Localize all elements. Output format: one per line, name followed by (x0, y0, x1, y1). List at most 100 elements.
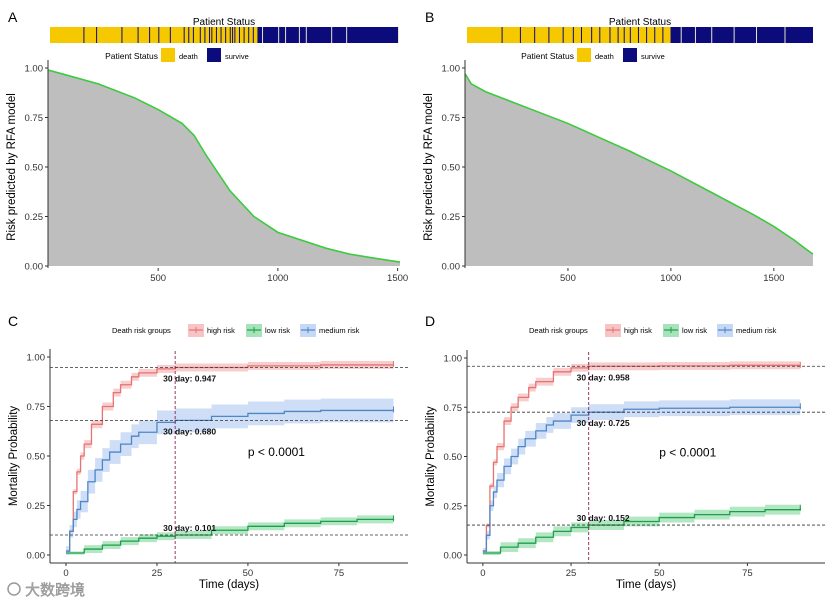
status-survive-marker (232, 27, 234, 43)
status-survive-marker (149, 27, 151, 43)
km-curve-medium (66, 409, 395, 552)
status-survive-marker (137, 27, 139, 43)
status-survive-marker (519, 27, 521, 43)
y-tick-label: 0.75 (444, 403, 463, 414)
status-survive-marker (204, 27, 206, 43)
status-survive-marker (562, 27, 564, 43)
status-survive-marker (662, 27, 664, 43)
x-tick-label: 500 (560, 273, 576, 284)
y-tick-label: 0.00 (442, 262, 461, 273)
ci-band-medium (66, 397, 394, 555)
legend-label-high: high risk (624, 326, 652, 335)
annotation-30day-low: 30 day: 0.101 (163, 523, 216, 533)
status-death-marker (733, 27, 735, 43)
status-survive-marker (234, 27, 236, 43)
status-survive-marker (580, 27, 582, 43)
legend-title: Death risk groups (529, 326, 588, 335)
risk-area (465, 73, 813, 266)
x-tick-label: 500 (150, 273, 166, 284)
y-axis-label: Mortality Probability (8, 406, 20, 507)
annotation-30day-medium: 30 day: 0.680 (163, 426, 216, 436)
annotation-30day-low: 30 day: 0.152 (577, 513, 630, 523)
status-survive-marker (238, 27, 240, 43)
p-value: p < 0.0001 (248, 445, 305, 459)
x-tick-label: 50 (243, 568, 254, 579)
status-bar-title: Patient Status (193, 17, 255, 28)
risk-area (48, 69, 400, 266)
risk-line (47, 69, 401, 263)
x-tick-label: 0 (63, 568, 68, 579)
status-survive-marker (220, 27, 222, 43)
legend-label-survive: survive (641, 52, 665, 61)
x-tick-label: 1000 (660, 273, 681, 284)
y-tick-label: 0.50 (442, 163, 461, 174)
status-death-marker (784, 27, 786, 43)
risk-line (464, 73, 814, 255)
y-tick-label: 0.50 (444, 452, 463, 463)
panel-label: D (425, 313, 435, 329)
legend-label-medium: medium risk (319, 326, 360, 335)
status-survive-marker (183, 27, 185, 43)
status-death-segment (467, 27, 671, 43)
status-survive-marker (637, 27, 639, 43)
status-survive-marker (209, 27, 211, 43)
status-death-marker (756, 27, 758, 43)
ci-band-low (482, 502, 801, 555)
watermark-logo-icon (7, 582, 21, 596)
status-survive-segment (257, 27, 398, 43)
annotation-30day-high: 30 day: 0.947 (163, 373, 216, 383)
status-survive-marker (121, 27, 123, 43)
status-survive-marker (225, 27, 227, 43)
y-tick-label: 0.00 (25, 262, 44, 273)
status-survive-marker (188, 27, 190, 43)
status-survive-marker (215, 27, 217, 43)
status-death-marker (298, 27, 300, 43)
y-tick-label: 0.50 (25, 163, 44, 174)
y-tick-label: 0.75 (27, 402, 46, 413)
status-death-marker (346, 27, 348, 43)
y-tick-label: 1.00 (25, 64, 44, 75)
y-tick-label: 1.00 (444, 354, 463, 365)
y-tick-label: 1.00 (442, 64, 461, 75)
x-tick-label: 25 (566, 568, 577, 579)
x-tick-label: 50 (654, 568, 665, 579)
x-axis-label: Time (days) (616, 579, 676, 591)
status-survive-marker (654, 27, 656, 43)
status-survive-marker (629, 27, 631, 43)
legend-label-low: low risk (265, 326, 290, 335)
status-survive-marker (192, 27, 194, 43)
legend-swatch-death (577, 48, 591, 62)
status-survive-marker (243, 27, 245, 43)
y-tick-label: 1.00 (27, 353, 46, 364)
y-tick-label: 0.75 (442, 113, 461, 124)
x-tick-label: 1500 (763, 273, 784, 284)
status-survive-marker (83, 27, 85, 43)
legend-swatch-survive (623, 48, 637, 62)
status-death-marker (262, 27, 264, 43)
x-tick-label: 1500 (387, 273, 408, 284)
status-death-marker (711, 27, 713, 43)
status-survive-marker (572, 27, 574, 43)
status-survive-marker (534, 27, 536, 43)
y-tick-label: 0.00 (444, 551, 463, 562)
status-survive-marker (211, 27, 213, 43)
status-death-marker (278, 27, 280, 43)
status-survive-segment (670, 27, 813, 43)
status-death-marker (285, 27, 287, 43)
panel-a: A Patient Status Patient Status death surviv… (6, 9, 408, 284)
status-survive-marker (617, 27, 619, 43)
annotation-30day-high: 30 day: 0.958 (577, 372, 630, 382)
y-axis-label: Risk predicted by RFA model (6, 93, 18, 241)
status-survive-marker (248, 27, 250, 43)
status-death-marker (305, 27, 307, 43)
status-death-marker (694, 27, 696, 43)
legend-title: Death risk groups (112, 326, 171, 335)
y-axis-label: Risk predicted by RFA model (423, 93, 435, 241)
km-curve-medium (482, 406, 801, 552)
legend-label-low: low risk (682, 326, 707, 335)
x-tick-label: 1000 (267, 273, 288, 284)
status-death-marker (398, 27, 399, 43)
status-survive-marker (599, 27, 601, 43)
panel-label: C (8, 313, 18, 329)
